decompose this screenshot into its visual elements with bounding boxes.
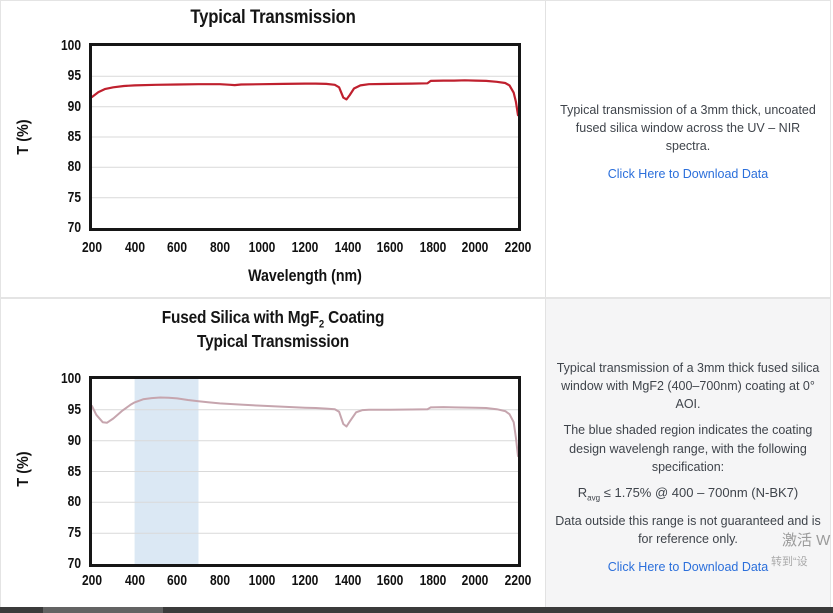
x-tick-label: 1000 — [249, 572, 276, 589]
x-tick-label: 400 — [124, 572, 145, 589]
panel-coated-transmission: Fused Silica with MgF2 Coating Typical T… — [0, 298, 831, 613]
y-tick-label: 70 — [67, 219, 81, 236]
chart-title-line-2: Typical Transmission — [197, 331, 349, 351]
x-tick-label: 800 — [209, 239, 230, 256]
x-tick-label: 1800 — [419, 572, 447, 589]
x-tick-label: 600 — [167, 572, 188, 589]
x-axis-label: Wavelength (nm) — [248, 267, 362, 285]
x-tick-label: 2000 — [462, 239, 489, 256]
x-tick-label: 200 — [81, 572, 103, 589]
panel-description: Data outside this range is not guarantee… — [555, 514, 821, 547]
panel-description: Typical transmission of a 3mm thick, unc… — [560, 103, 816, 154]
x-tick-label: 1400 — [334, 239, 361, 256]
x-tick-label: 400 — [124, 239, 145, 256]
chart-title-line-1: Fused Silica with MgF2 Coating — [161, 307, 385, 331]
windows-activation-watermark: 激活 W 转到“设 — [771, 529, 830, 569]
y-tick-label: 85 — [67, 462, 81, 480]
coating-specification: Ravg ≤ 1.75% @ 400 – 700nm (N-BK7) — [577, 484, 799, 503]
y-tick-label: 100 — [60, 370, 81, 387]
description-panel: Typical transmission of a 3mm thick, unc… — [545, 1, 830, 297]
watermark-line-1: 激活 W — [782, 532, 831, 549]
x-tick-label: 1000 — [249, 239, 276, 256]
x-tick-label: 1600 — [376, 572, 404, 589]
x-tick-label: 1200 — [291, 239, 319, 256]
plot-area — [89, 43, 521, 231]
chart-title: Typical Transmission — [190, 7, 356, 28]
y-tick-label: 75 — [67, 188, 81, 206]
download-data-link[interactable]: Click Here to Download Data — [607, 167, 769, 182]
x-tick-label: 1800 — [419, 239, 447, 256]
scrollbar-thumb[interactable] — [43, 607, 163, 613]
y-tick-label: 85 — [67, 128, 81, 145]
y-tick-label: 95 — [67, 400, 81, 418]
uncoated-transmission-chart: Typical Transmission T (%) 100 95 90 85 80 75… — [1, 1, 545, 297]
panel-uncoated-transmission: Typical Transmission T (%) 100 95 90 85 80 75… — [0, 0, 831, 298]
y-tick-label: 90 — [67, 431, 81, 449]
y-axis-label: T (%) — [15, 451, 32, 487]
y-tick-label: 70 — [67, 555, 81, 572]
y-tick-label: 100 — [60, 37, 81, 54]
panel-description: Typical transmission of a 3mm thick fuse… — [556, 361, 820, 412]
x-tick-label: 200 — [81, 239, 103, 256]
description-panel: Typical transmission of a 3mm thick fuse… — [545, 299, 830, 612]
panel-description: The blue shaded region indicates the coa… — [563, 423, 813, 474]
y-tick-label: 80 — [67, 158, 81, 176]
transmission-curve-svg — [92, 75, 518, 199]
y-axis-label: T (%) — [15, 119, 32, 155]
y-tick-label: 75 — [67, 524, 81, 542]
y-tick-label: 80 — [67, 493, 81, 511]
y-tick-label: 95 — [67, 67, 81, 85]
x-tick-label: 1600 — [376, 239, 404, 256]
x-tick-label: 2200 — [504, 572, 532, 589]
watermark-line-2: 转到“设 — [771, 556, 808, 568]
x-tick-label: 1200 — [291, 572, 319, 589]
x-tick-label: 2000 — [462, 572, 489, 589]
plot-area — [89, 376, 521, 567]
x-tick-label: 1400 — [334, 572, 361, 589]
download-data-link[interactable]: Click Here to Download Data — [607, 560, 769, 575]
transmission-curve-svg — [92, 379, 518, 564]
horizontal-scrollbar[interactable] — [0, 607, 833, 613]
x-tick-label: 2200 — [504, 239, 532, 256]
coated-transmission-chart: Fused Silica with MgF2 Coating Typical T… — [1, 299, 545, 612]
x-tick-label: 800 — [209, 572, 230, 589]
x-tick-label: 600 — [167, 239, 188, 256]
y-tick-label: 90 — [67, 97, 81, 115]
